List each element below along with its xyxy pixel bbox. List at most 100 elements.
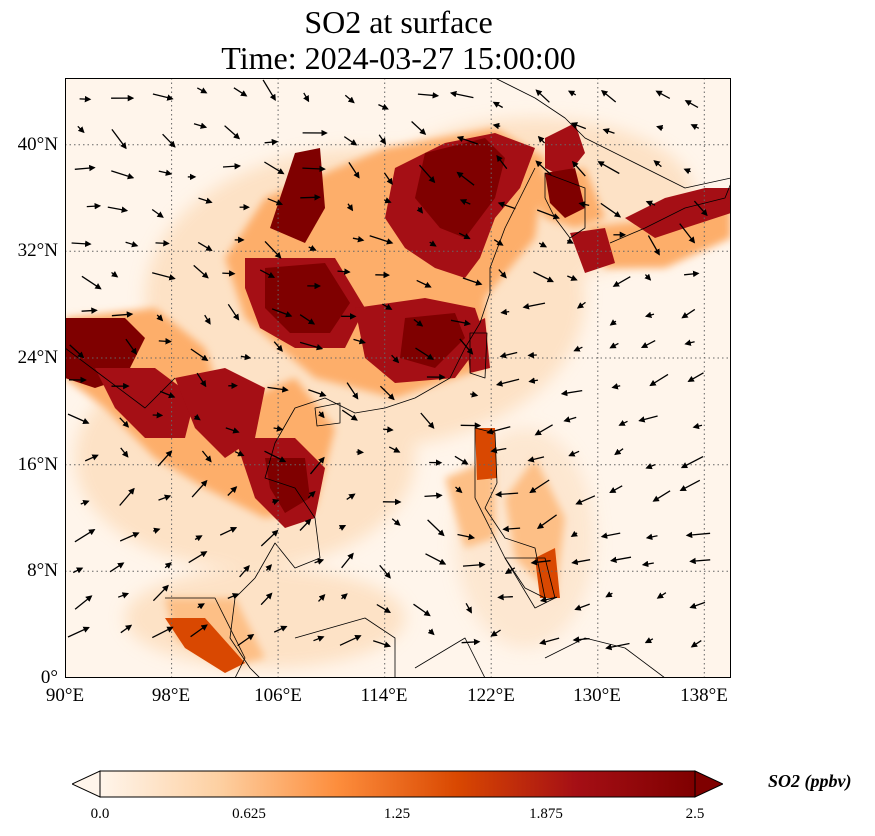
wind-arrow	[107, 206, 129, 213]
wind-arrow	[492, 101, 504, 109]
wind-arrow	[260, 592, 273, 606]
coastlines	[65, 78, 731, 678]
wind-arrow	[605, 591, 613, 598]
wind-arrow	[152, 93, 174, 101]
colorbar-extend-high	[694, 770, 723, 798]
wind-arrow	[307, 490, 316, 499]
wind-arrow	[383, 426, 394, 433]
wind-arrow	[416, 206, 424, 214]
wind-arrow	[341, 409, 358, 421]
wind-arrow	[378, 134, 387, 145]
wind-arrow	[119, 532, 140, 542]
wind-arrow	[159, 390, 176, 399]
wind-arrow	[618, 419, 628, 426]
wind-arrow	[689, 601, 706, 609]
wind-arrow	[684, 100, 699, 108]
wind-arrow	[533, 271, 554, 283]
wind-arrow	[74, 529, 96, 543]
wind-arrow	[644, 311, 655, 319]
wind-arrow	[687, 372, 704, 382]
wind-arrow	[454, 455, 469, 465]
wind-arrow	[222, 270, 236, 277]
wind-arrow	[539, 637, 560, 646]
lon-tick-label: 138°E	[680, 685, 728, 706]
so2-map	[65, 78, 731, 678]
wind-arrow	[536, 209, 560, 220]
wind-arrow	[462, 277, 483, 286]
wind-arrow	[193, 413, 201, 421]
wind-arrow	[493, 239, 504, 246]
wind-arrow	[679, 223, 696, 244]
wind-arrow	[193, 122, 208, 129]
wind-arrow	[264, 450, 287, 463]
wind-arrow	[302, 165, 326, 173]
wind-arrow	[84, 454, 99, 462]
wind-arrow	[353, 338, 366, 345]
wind-arrow	[645, 533, 658, 541]
wind-arrow	[450, 319, 471, 327]
wind-arrow	[308, 389, 327, 397]
wind-arrow	[369, 235, 394, 245]
wind-arrow	[117, 592, 130, 599]
wind-arrow	[638, 415, 658, 423]
wind-arrow	[497, 593, 513, 601]
wind-arrow	[530, 558, 551, 566]
wind-arrow	[239, 565, 250, 578]
wind-arrow	[612, 276, 631, 287]
wind-arrow	[459, 199, 471, 206]
wind-arrow	[391, 518, 401, 526]
wind-arrow	[689, 557, 711, 565]
wind-arrow	[522, 302, 546, 310]
wind-arrow	[318, 593, 326, 602]
wind-arrow	[67, 413, 90, 424]
wind-arrow	[344, 94, 355, 104]
wind-arrow	[271, 308, 293, 318]
wind-arrow	[539, 596, 558, 603]
wind-arrow	[600, 202, 622, 218]
wind-arrow	[424, 492, 443, 499]
wind-arrow	[388, 446, 401, 453]
wind-arrow	[237, 633, 255, 647]
wind-arrow	[120, 624, 133, 634]
wind-arrow	[198, 197, 213, 204]
wind-arrow	[417, 92, 440, 99]
wind-arrow	[498, 269, 507, 279]
colorbar-tick: 1.875	[529, 806, 563, 822]
wind-arrow	[111, 270, 119, 278]
wind-arrow	[640, 340, 656, 348]
wind-arrow	[81, 307, 98, 314]
wind-arrow	[465, 602, 472, 614]
wind-arrow	[600, 532, 621, 539]
wind-arrow	[609, 485, 623, 494]
wind-arrow	[690, 124, 700, 131]
wind-arrow	[343, 136, 358, 146]
wind-arrow	[652, 490, 671, 502]
wind-arrow	[499, 351, 518, 359]
wind-arrow	[462, 561, 486, 569]
wind-arrow	[340, 593, 348, 600]
wind-arrow	[415, 347, 434, 360]
wind-arrow	[158, 338, 172, 345]
wind-arrow	[411, 121, 427, 135]
wind-arrow	[201, 450, 212, 463]
wind-arrow	[574, 603, 590, 611]
wind-arrow	[416, 279, 432, 288]
wind-arrow	[273, 341, 283, 352]
lat-tick-label: 24°N	[17, 347, 58, 368]
wind-arrow	[571, 160, 586, 177]
wind-arrow	[299, 518, 312, 531]
wind-arrow	[111, 311, 134, 318]
wind-arrow	[77, 125, 85, 134]
wind-arrow	[191, 479, 208, 498]
wind-arrow	[570, 530, 578, 538]
wind-arrow	[152, 584, 169, 602]
wind-arrow	[152, 626, 174, 639]
wind-arrow	[379, 564, 391, 579]
wind-arrow	[264, 240, 282, 259]
wind-arrow	[273, 425, 284, 432]
colorbar-gradient	[72, 770, 723, 798]
colorbar	[72, 770, 723, 798]
wind-arrow	[383, 197, 392, 204]
wind-arrow	[120, 447, 129, 458]
wind-arrow	[158, 494, 172, 501]
